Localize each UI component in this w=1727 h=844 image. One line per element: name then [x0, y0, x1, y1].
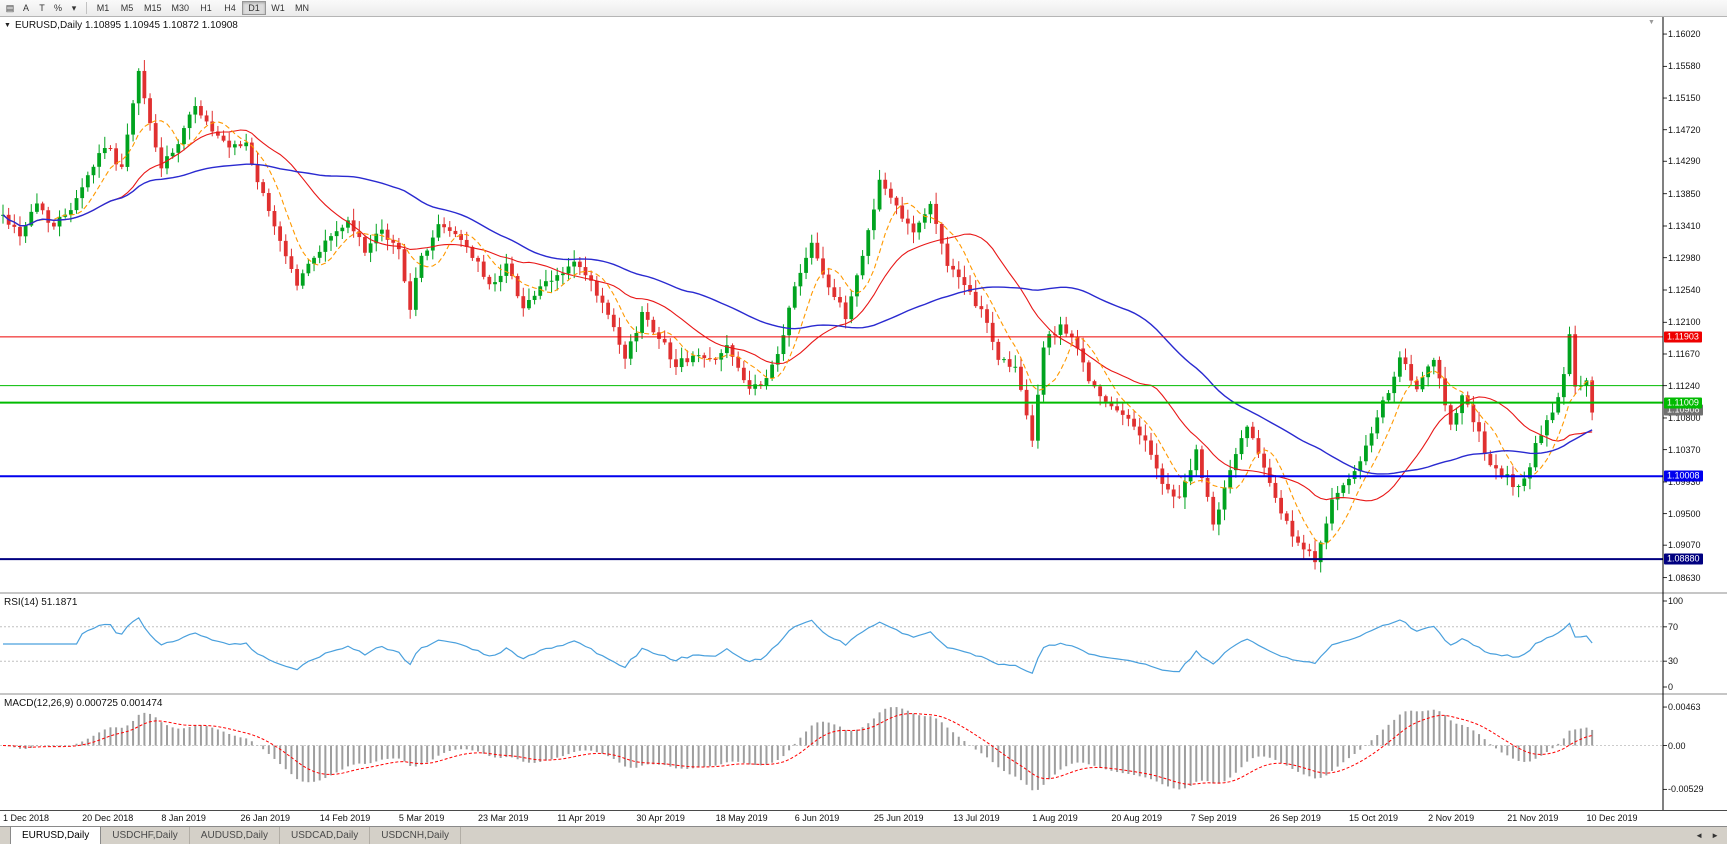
- date-axis-label: 20 Aug 2019: [1111, 813, 1162, 823]
- indicators-icon[interactable]: %: [53, 3, 62, 13]
- toolbar-icon-group: ▤ A T% ▾: [2, 1, 82, 16]
- price-level-tag-1.08880[interactable]: 1.08880: [1664, 553, 1703, 565]
- date-axis-label: 14 Feb 2019: [319, 813, 371, 823]
- dropdown-caret-icon[interactable]: ▾: [71, 2, 77, 13]
- chart-tab-usdchf[interactable]: USDCHF,Daily: [101, 827, 190, 844]
- date-axis-label: 5 Mar 2019: [398, 813, 445, 823]
- date-axis-label: 1 Aug 2019: [1032, 813, 1078, 823]
- date-axis-label: 7 Sep 2019: [1190, 813, 1237, 823]
- timeframe-m15-button[interactable]: M15: [144, 3, 162, 13]
- date-axis-label: 8 Jan 2019: [161, 813, 206, 823]
- chart-tab-eurusd[interactable]: EURUSD,Daily: [10, 826, 102, 844]
- price-level-tag-1.10008[interactable]: 1.10008: [1664, 470, 1703, 482]
- date-axis-label: 26 Sep 2019: [1269, 813, 1321, 823]
- date-axis-label: 13 Jul 2019: [953, 813, 1000, 823]
- date-axis-label: 21 Nov 2019: [1507, 813, 1559, 823]
- price-level-tag-1.10908[interactable]: 1.10908: [1664, 404, 1703, 416]
- timeframe-m5-button[interactable]: M5: [120, 3, 134, 13]
- date-axis: 1 Dec 2018 20 Dec 2018 8 Jan 2019 26 Jan 20…: [0, 810, 1727, 826]
- date-axis-label: 26 Jan 2019: [240, 813, 291, 823]
- tabs-scroll-right-icon[interactable]: ►: [1711, 831, 1719, 840]
- top-toolbar: ▤ A T% ▾ M1 M5 M15 M30 H1 H4 D1 W1 MN: [0, 0, 1727, 17]
- chart-tab-bar: EURUSD,Daily USDCHF,Daily AUDUSD,Daily USDC…: [0, 826, 1727, 844]
- timeframe-h1-button[interactable]: H1: [200, 3, 212, 13]
- price-chart-canvas[interactable]: [0, 17, 1727, 810]
- timeframe-w1-button[interactable]: W1: [271, 3, 285, 13]
- date-axis-label: 6 Jun 2019: [794, 813, 840, 823]
- chart-window-icon[interactable]: ▤: [5, 2, 15, 13]
- chart-tab-audusd[interactable]: AUDUSD,Daily: [190, 827, 281, 844]
- date-axis-label: 23 Mar 2019: [478, 813, 529, 823]
- timeframe-m30-button[interactable]: M30: [171, 3, 190, 13]
- date-axis-label: 2 Nov 2019: [1428, 813, 1475, 823]
- chart-shift-marker-icon[interactable]: ▼: [1648, 19, 1655, 26]
- timeframe-button-group: M1 M5 M15 M30 H1 H4 D1 W1 MN: [91, 1, 314, 15]
- annotation-tool-icon[interactable]: A: [22, 3, 29, 13]
- tab-scroll-arrows: ◄ ►: [1695, 827, 1719, 844]
- chart-area: 1.16020 1.15580 1.15150 1.14720 1.14290 1.138…: [0, 17, 1727, 844]
- timeframe-m1-button[interactable]: M1: [96, 3, 110, 13]
- tabs-scroll-left-icon[interactable]: ◄: [1695, 831, 1704, 840]
- date-axis-label: 25 Jun 2019: [873, 813, 924, 823]
- timeframe-mn-button[interactable]: MN: [295, 3, 310, 13]
- timeframe-h4-button[interactable]: H4: [224, 3, 236, 13]
- date-axis-label: 10 Dec 2019: [1586, 813, 1638, 823]
- date-axis-label: 20 Dec 2018: [82, 813, 134, 823]
- chart-tab-list: EURUSD,Daily USDCHF,Daily AUDUSD,Daily USDC…: [10, 826, 462, 844]
- toolbar-separator: [86, 2, 87, 14]
- chart-tab-usdcnh[interactable]: USDCNH,Daily: [370, 827, 462, 844]
- price-level-tag-1.11009[interactable]: 1.11009: [1664, 397, 1702, 409]
- date-axis-label: 1 Dec 2018: [3, 813, 50, 823]
- date-axis-label: 18 May 2019: [715, 813, 768, 823]
- date-axis-label: 15 Oct 2019: [1348, 813, 1398, 823]
- price-level-tag-1.11903[interactable]: 1.11903: [1664, 331, 1702, 343]
- text-tool-icon[interactable]: T: [39, 3, 45, 13]
- chart-tab-usdcad[interactable]: USDCAD,Daily: [280, 827, 371, 844]
- timeframe-d1-button[interactable]: D1: [242, 1, 267, 15]
- date-axis-label: 30 Apr 2019: [636, 813, 685, 823]
- date-axis-label: 11 Apr 2019: [557, 813, 606, 823]
